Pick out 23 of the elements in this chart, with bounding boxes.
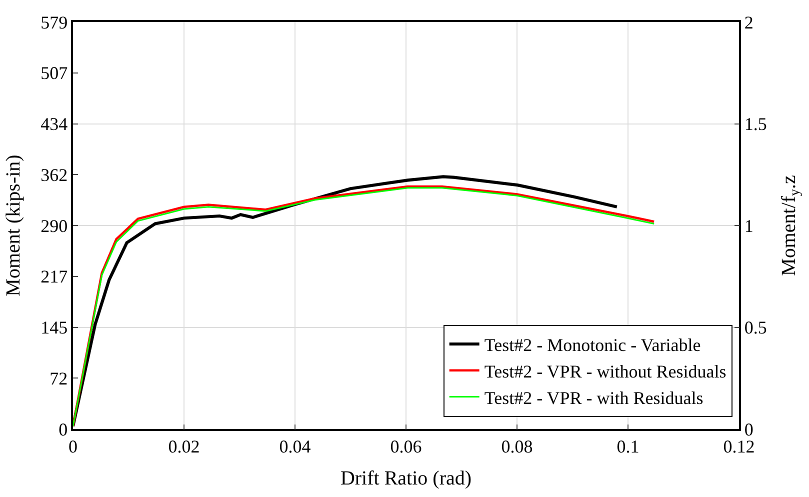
x-tick-label: 0.06 [390, 436, 422, 456]
x-axis-title: Drift Ratio (rad) [340, 467, 472, 490]
y-axis-title: Moment (kips-in) [2, 154, 25, 296]
y-tick-label: 362 [40, 164, 68, 185]
x-tick-label: 0.08 [501, 436, 533, 456]
y-tick-label: 217 [40, 266, 68, 287]
y-tick-label: 434 [40, 114, 68, 134]
legend-label: Test#2 - Monotonic - Variable [484, 335, 701, 356]
y2-tick-label: 1 [744, 216, 754, 236]
x-tick-label: 0.02 [168, 436, 200, 456]
y-tick-label: 0 [58, 419, 68, 440]
x-tick-label: 0.1 [616, 436, 640, 456]
legend-label: Test#2 - VPR - with Residuals [484, 388, 704, 408]
y-tick-label: 145 [40, 318, 68, 338]
y2-tick-label: 1.5 [744, 114, 767, 134]
y-tick-label: 72 [50, 368, 68, 388]
y2-tick-label: 0.5 [744, 318, 767, 338]
y-tick-label: 290 [40, 216, 68, 236]
x-tick-label: 0.04 [279, 436, 311, 456]
y2-tick-label: 2 [744, 12, 754, 32]
legend-label: Test#2 - VPR - without Residuals [484, 361, 726, 382]
y-tick-label: 507 [40, 63, 68, 84]
y-tick-label: 579 [40, 12, 68, 32]
